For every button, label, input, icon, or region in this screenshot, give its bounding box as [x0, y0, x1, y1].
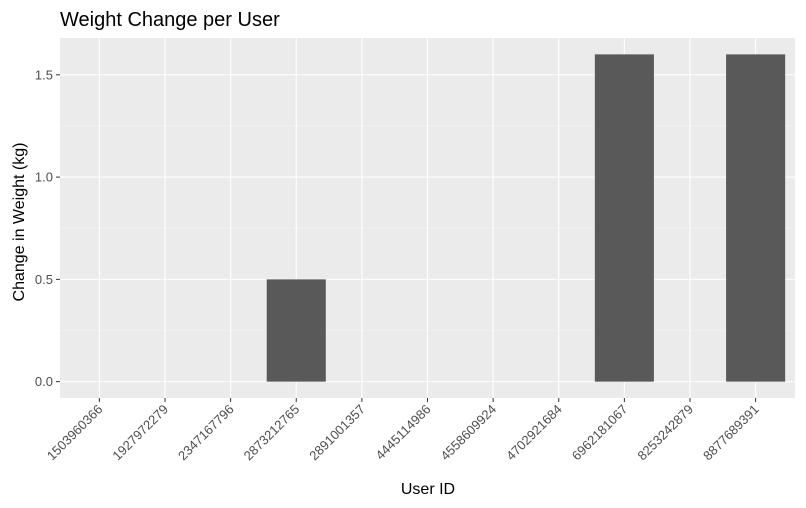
- bar-2873212765: [266, 279, 326, 382]
- x-tick-label: 1503960366: [44, 402, 106, 464]
- x-axis: 1503960366 1927972279 2347167796 2873212765…: [44, 398, 762, 463]
- bar-6962181067: [594, 54, 654, 382]
- x-tick-label: 4702921684: [503, 402, 565, 464]
- x-tick-label: 2873212765: [241, 402, 303, 464]
- x-tick-label: 8253242879: [634, 402, 696, 464]
- chart-title: Weight Change per User: [60, 9, 280, 31]
- y-axis: 0.0 0.5 1.0 1.5: [35, 67, 60, 389]
- x-tick-label: 4445114986: [373, 402, 434, 463]
- y-tick-label: 1.0: [35, 170, 53, 185]
- y-axis-title: Change in Weight (kg): [11, 143, 28, 302]
- x-tick-label: 2891001357: [306, 402, 368, 464]
- y-tick-label: 1.5: [35, 67, 53, 82]
- bars: [266, 54, 786, 382]
- x-tick-label: 8877689391: [700, 402, 762, 464]
- y-tick-label: 0.0: [35, 374, 53, 389]
- x-tick-label: 6962181067: [569, 402, 631, 464]
- y-tick-label: 0.5: [35, 272, 53, 287]
- x-axis-title: User ID: [401, 481, 455, 498]
- x-tick-label: 1927972279: [109, 402, 171, 464]
- x-tick-label: 4558609924: [438, 402, 500, 464]
- x-tick-label: 2347167796: [175, 402, 237, 464]
- bar-8877689391: [726, 54, 786, 382]
